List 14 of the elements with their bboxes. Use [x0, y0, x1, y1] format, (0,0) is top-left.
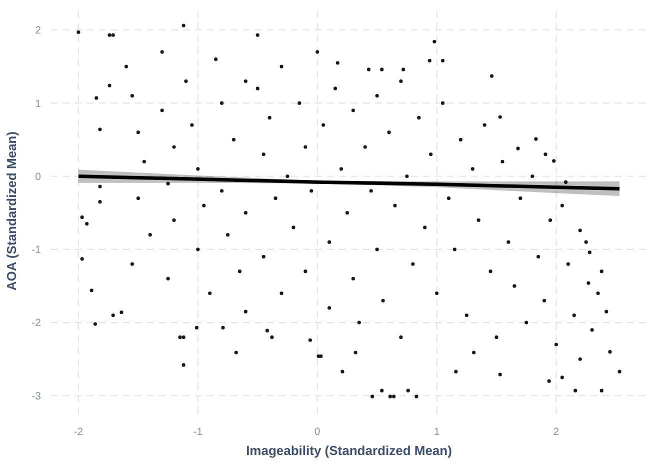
line-series	[76, 174, 622, 190]
x-tick-label: -2	[74, 426, 84, 438]
y-axis-title: AOA (Standardized Mean)	[4, 131, 19, 291]
x-tick-label: -1	[193, 426, 203, 438]
x-tick-label: 2	[553, 426, 560, 438]
y-tick-label: -1	[32, 244, 42, 256]
x-axis-title: Imageability (Standardized Mean)	[246, 443, 452, 458]
y-tick-label: 0	[35, 170, 42, 183]
y-tick-label: -3	[32, 390, 42, 402]
y-tick-label: 1	[35, 98, 42, 110]
y-tick-label: 2	[35, 24, 42, 37]
y-tick-label: -2	[32, 317, 42, 330]
x-tick-label: 0	[314, 426, 320, 438]
x-tick-label: 1	[434, 426, 440, 438]
